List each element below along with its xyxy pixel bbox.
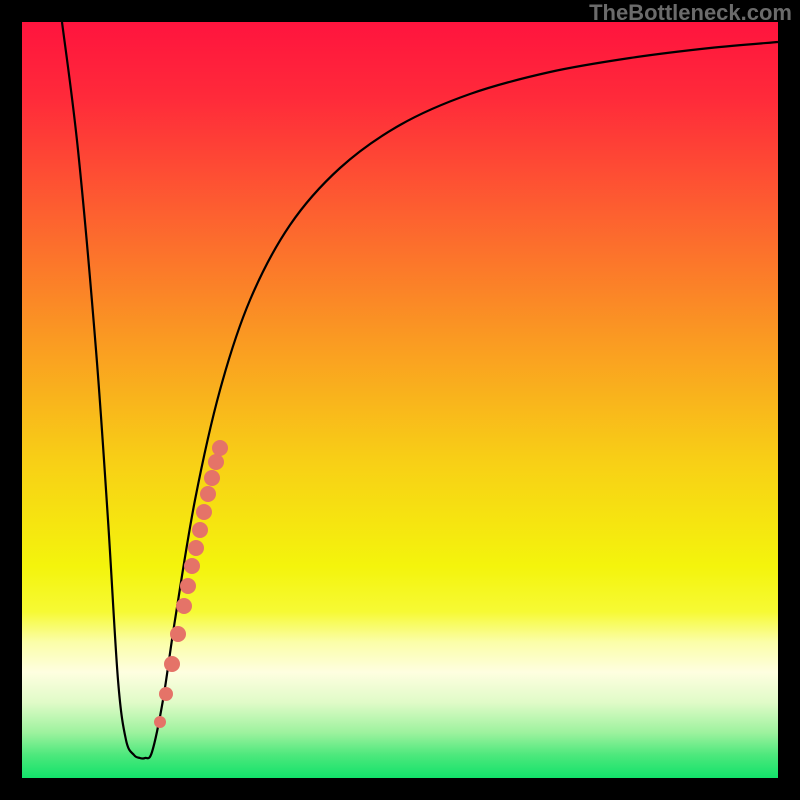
data-dot bbox=[176, 598, 192, 614]
data-dot bbox=[159, 687, 173, 701]
data-dot bbox=[208, 454, 224, 470]
data-dot bbox=[192, 522, 208, 538]
data-dot bbox=[204, 470, 220, 486]
data-dot bbox=[184, 558, 200, 574]
data-dot bbox=[170, 626, 186, 642]
data-dot bbox=[188, 540, 204, 556]
data-dot bbox=[154, 716, 166, 728]
chart-container: TheBottleneck.com bbox=[0, 0, 800, 800]
data-dot bbox=[164, 656, 180, 672]
data-dot bbox=[200, 486, 216, 502]
chart-plot-background bbox=[22, 22, 778, 778]
data-dot bbox=[196, 504, 212, 520]
data-dot bbox=[180, 578, 196, 594]
bottleneck-chart bbox=[0, 0, 800, 800]
watermark-text: TheBottleneck.com bbox=[589, 0, 792, 26]
data-dot bbox=[212, 440, 228, 456]
